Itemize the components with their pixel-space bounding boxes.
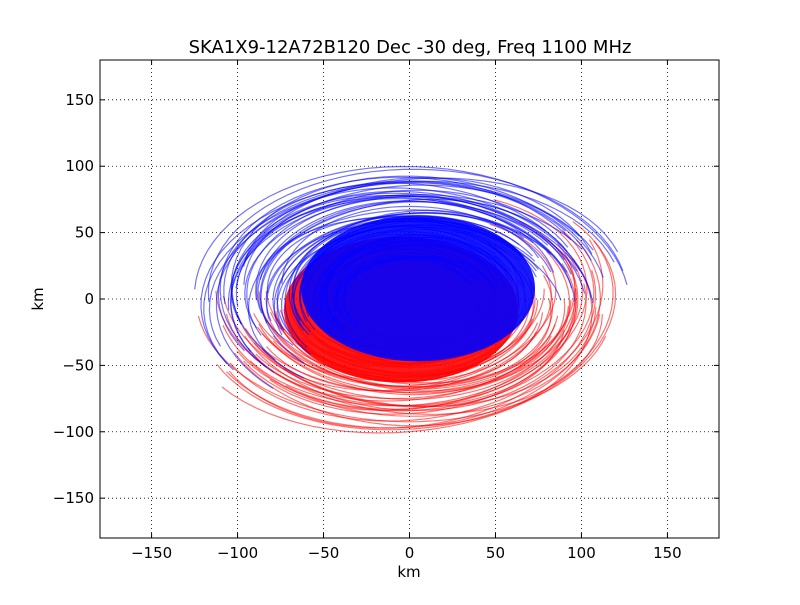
uv-track xyxy=(258,291,552,392)
uv-track xyxy=(283,223,557,392)
chart-title: SKA1X9-12A72B120 Dec -30 deg, Freq 1100 … xyxy=(189,37,632,58)
x-tick-label: 150 xyxy=(653,544,682,562)
uv-core xyxy=(301,215,536,362)
uv-track xyxy=(244,305,569,393)
uv-track xyxy=(255,252,584,400)
uv-track xyxy=(222,314,601,417)
uv-track xyxy=(221,221,617,434)
uv-track xyxy=(230,175,604,325)
uv-track xyxy=(207,168,624,303)
x-tick-label: 50 xyxy=(486,544,505,562)
uv-track xyxy=(219,176,572,373)
x-tick-label: −100 xyxy=(217,544,258,562)
uv-track xyxy=(261,299,572,388)
y-tick-label: 150 xyxy=(65,91,94,109)
uv-track xyxy=(208,177,619,347)
x-tick-label: 100 xyxy=(567,544,596,562)
uv-track xyxy=(266,298,552,390)
uv-track xyxy=(285,199,588,410)
uv-track xyxy=(259,200,576,302)
uv-track xyxy=(281,205,552,284)
x-tick-label: −50 xyxy=(308,544,340,562)
y-tick-label: −150 xyxy=(53,489,94,507)
uv-track xyxy=(244,283,587,412)
uv-track xyxy=(257,209,552,346)
uv-track xyxy=(227,176,593,311)
uv-track xyxy=(197,315,607,423)
y-tick-label: 0 xyxy=(84,290,94,308)
uv-track xyxy=(236,314,565,408)
uv-track xyxy=(216,240,614,431)
x-axis-label: km xyxy=(397,563,420,581)
uv-track xyxy=(194,165,628,290)
uv-track xyxy=(217,181,592,352)
y-axis-label: km xyxy=(29,287,47,310)
uv-track xyxy=(222,295,597,408)
uv-track xyxy=(229,193,583,353)
y-axis-ticks: −150 −100 −50 0 50 100 150 xyxy=(53,91,719,507)
uv-track xyxy=(266,212,550,319)
uv-track xyxy=(253,250,571,400)
y-tick-label: 100 xyxy=(65,157,94,175)
y-tick-label: −50 xyxy=(62,356,94,374)
uv-track xyxy=(215,182,566,389)
x-axis-ticks: −150 −100 −50 0 50 100 150 xyxy=(131,60,682,562)
uv-track xyxy=(200,180,594,365)
x-tick-label: 0 xyxy=(405,544,415,562)
y-tick-label: 50 xyxy=(75,224,94,242)
y-tick-label: −100 xyxy=(53,423,94,441)
uv-track xyxy=(229,239,604,422)
uv-track xyxy=(225,239,601,429)
uv-track xyxy=(259,200,555,324)
uv-track xyxy=(203,180,615,371)
x-tick-label: −150 xyxy=(131,544,172,562)
uv-track xyxy=(235,194,594,304)
uv-track xyxy=(215,290,603,415)
series-blue-tracks xyxy=(194,165,628,389)
uv-track xyxy=(246,189,569,336)
